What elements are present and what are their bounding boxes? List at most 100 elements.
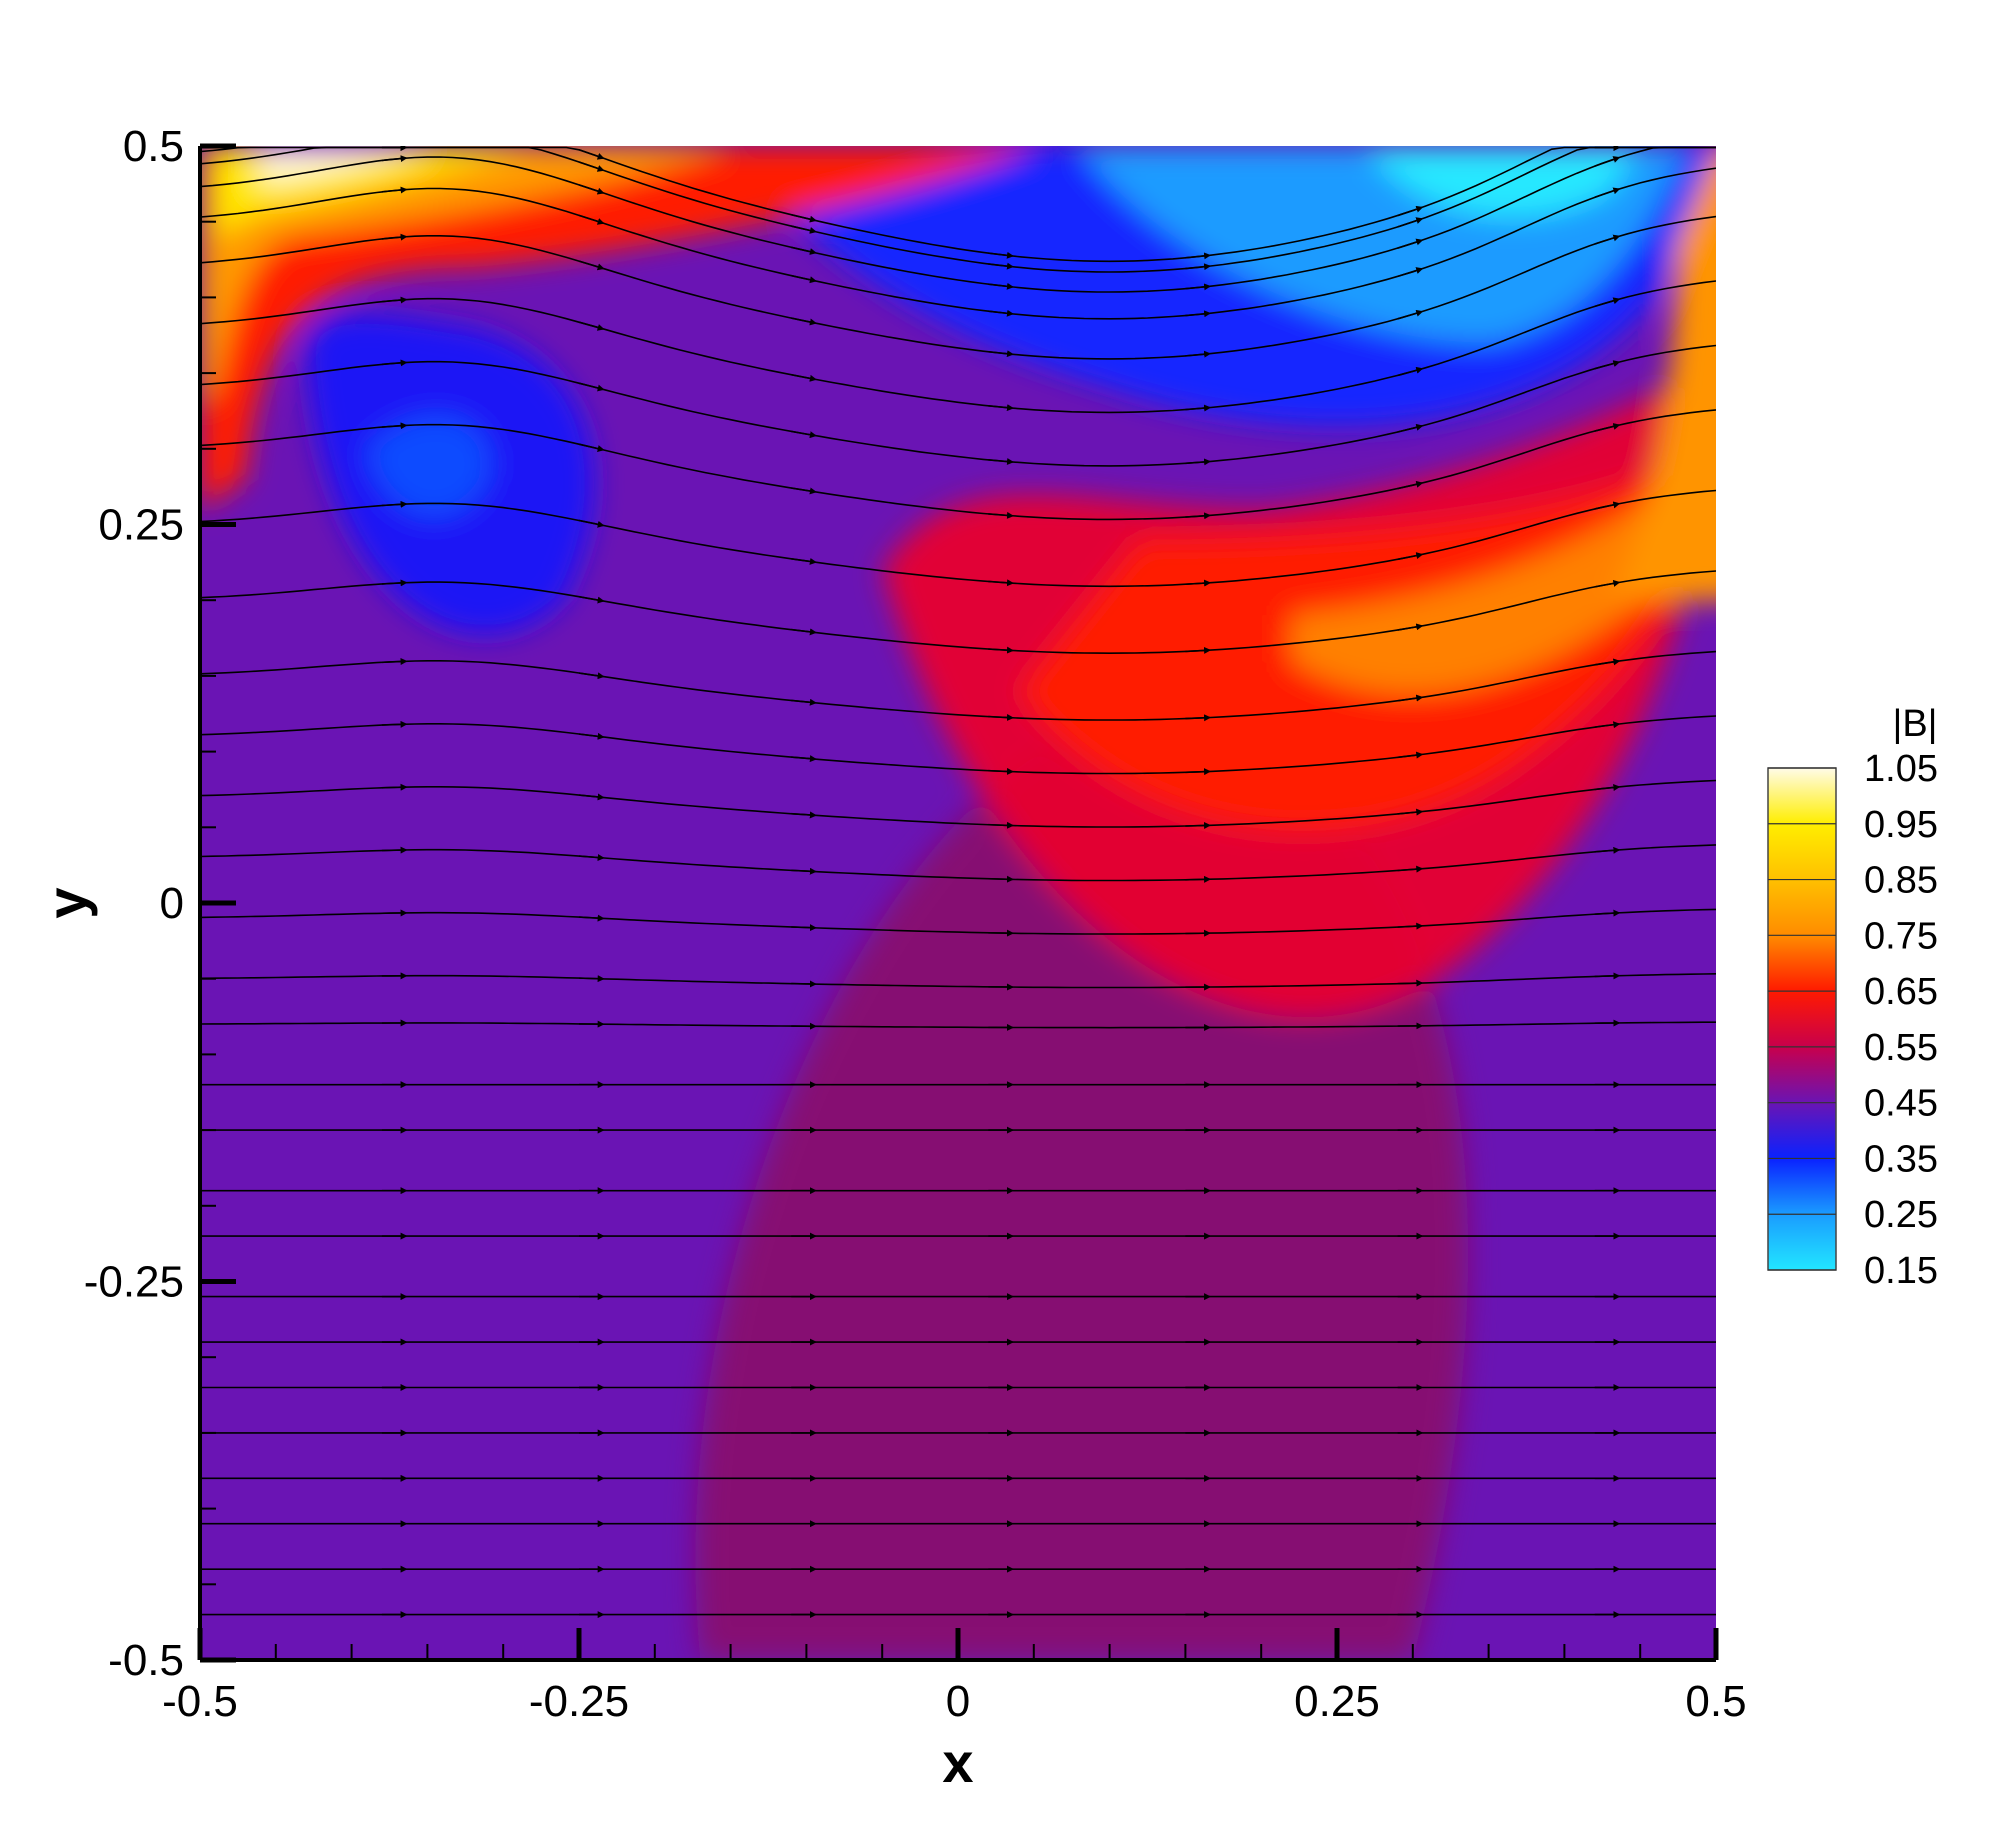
streamline-arrow	[791, 755, 817, 763]
streamline-arrow	[1185, 714, 1212, 722]
streamline-arrow	[578, 214, 605, 225]
streamline-arrow	[1397, 865, 1424, 873]
streamline-arrow	[1594, 156, 1621, 167]
streamline-arrow	[1185, 458, 1212, 466]
y-ticks: -0.5 -0.25 0 0.25 0.5	[84, 122, 236, 1685]
streamline-arrow	[988, 646, 1014, 654]
streamline-arrow	[1397, 979, 1424, 987]
magnetic-field-contour	[200, 146, 1716, 1660]
streamline-arrow	[578, 321, 605, 331]
streamline-arrow	[791, 628, 817, 636]
colorbar-swatches	[1767, 767, 1837, 1271]
streamline	[200, 146, 1716, 263]
streamlines	[200, 146, 1716, 1619]
colorbar-level-label: 0.25	[1864, 1194, 1938, 1236]
colorbar-title: |B|	[1892, 703, 1937, 745]
streamline-arrow	[988, 511, 1014, 519]
streamline-arrow	[381, 233, 408, 241]
streamline-arrow	[1594, 501, 1621, 510]
streamline-arrow	[1397, 309, 1424, 320]
streamline	[200, 280, 1716, 414]
streamline-arrow	[578, 595, 605, 604]
streamline-arrow	[1397, 751, 1424, 759]
y-tick-label: 0	[160, 879, 184, 928]
streamline-arrow	[1594, 909, 1621, 917]
colorbar: |B| 1.05 0.95 0.85 0.75 0.65 0.55 0.45 0.35 0.25…	[1767, 703, 1938, 1292]
x-tick-label: 0.5	[1685, 1677, 1746, 1726]
streamline-arrow	[578, 854, 605, 861]
colorbar-level-label: 1.05	[1864, 748, 1938, 790]
streamline-arrow	[578, 672, 605, 680]
colorbar-level-label: 0.75	[1864, 915, 1938, 957]
streamline-arrow	[578, 975, 605, 983]
streamline-arrow	[1397, 238, 1424, 249]
x-ticks: -0.5 -0.25 0 0.25 0.5	[162, 1628, 1747, 1726]
streamline-arrow	[791, 557, 817, 565]
streamline-arrow	[1397, 623, 1424, 631]
streamline	[200, 844, 1716, 882]
streamline-arrow	[1397, 205, 1424, 217]
x-tick-label: -0.5	[162, 1677, 238, 1726]
streamline-arrow	[578, 443, 605, 452]
x-axis-title: x	[942, 1731, 973, 1794]
streamline-arrow	[1397, 552, 1424, 561]
streamline-arrow	[791, 867, 817, 875]
streamline-arrow	[578, 184, 605, 195]
streamline-arrow	[578, 260, 605, 271]
streamline-arrow	[1397, 694, 1424, 702]
x-tick-label: -0.25	[529, 1677, 629, 1726]
streamline-arrow	[988, 767, 1014, 775]
streamline	[200, 779, 1716, 828]
streamline-arrow	[1185, 252, 1212, 260]
streamline-arrow	[988, 821, 1014, 829]
right-edge-orange	[1609, 146, 1716, 601]
streamline-arrow	[1594, 721, 1621, 729]
streamline-arrow	[578, 732, 605, 740]
streamline-arrow	[578, 519, 605, 528]
cyan-core-region	[1367, 146, 1641, 217]
streamline-arrow	[578, 161, 605, 172]
top-orange-band	[200, 146, 731, 404]
streamline-arrow	[381, 500, 408, 508]
streamline-arrow	[791, 698, 817, 706]
streamline-arrow	[1397, 217, 1424, 228]
streamline-arrow	[381, 658, 408, 666]
streamline	[200, 650, 1716, 721]
blue-left-core	[366, 415, 490, 517]
streamline-arrow	[988, 714, 1014, 722]
streamline-arrow	[1185, 283, 1212, 291]
y-axis-title: y	[35, 887, 98, 918]
streamline-arrow	[1397, 267, 1424, 278]
streamline	[200, 167, 1716, 320]
x-tick-label: 0	[946, 1677, 970, 1726]
streamline-arrow	[988, 875, 1014, 883]
colorbar-level-label: 0.45	[1864, 1083, 1938, 1125]
streamline-arrow	[1185, 646, 1212, 654]
streamline	[200, 908, 1716, 935]
streamline-arrow	[1185, 350, 1212, 358]
streamline-arrow	[988, 579, 1014, 587]
streamline-arrow	[1185, 512, 1212, 520]
y-tick-label: -0.5	[108, 1636, 184, 1685]
streamline-arrow	[578, 382, 605, 392]
streamline-arrow	[578, 149, 605, 160]
streamline	[200, 215, 1716, 360]
y-tick-label: 0.5	[123, 122, 184, 171]
streamline-arrow	[988, 309, 1014, 317]
streamline-arrow	[1397, 423, 1424, 433]
streamline-arrow	[1185, 310, 1212, 318]
axes: -0.5 -0.25 0 0.25 0.5 -0.5 -0.25 0 0.25 0.5 x y	[35, 122, 1747, 1794]
colorbar-level-label: 0.55	[1864, 1027, 1938, 1069]
y-tick-label: 0.25	[98, 501, 184, 550]
streamline-arrow	[381, 579, 408, 587]
streamline-arrow	[1185, 404, 1212, 412]
streamline-arrow	[1594, 658, 1621, 666]
x-tick-label: 0.25	[1294, 1677, 1380, 1726]
streamline-arrow	[1594, 360, 1621, 370]
streamline	[200, 570, 1716, 655]
streamline-arrow	[1397, 808, 1424, 816]
streamline	[200, 1021, 1716, 1029]
streamline-arrow	[988, 262, 1014, 270]
streamline-arrow	[791, 430, 817, 439]
